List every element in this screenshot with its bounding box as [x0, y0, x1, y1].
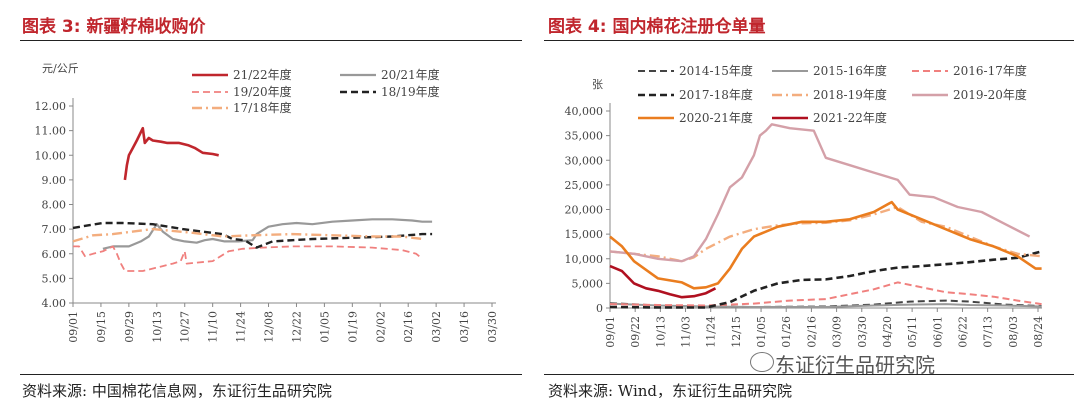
x-tick-label: 09/22: [629, 316, 642, 348]
legend-label-2: 2016-17年度: [953, 63, 1027, 78]
legend-label-4: 17/18年度: [233, 100, 292, 115]
series-line-3: [609, 250, 1042, 309]
right-title-divider: [544, 40, 1074, 41]
right-chart-source: 资料来源: Wind，东证衍生品研究院: [548, 382, 793, 400]
x-tick-label: 09/29: [123, 311, 136, 343]
series-line-6: [609, 200, 1042, 290]
series-line-7: [609, 264, 717, 299]
right-chart-title: 图表 4: 国内棉花注册仓单量: [548, 17, 766, 37]
x-tick-label: 11/24: [235, 311, 248, 343]
x-tick-label: 12/08: [263, 311, 276, 343]
watermark-text: 东证衍生品研究院: [775, 353, 935, 377]
x-tick-label: 02/02: [374, 311, 387, 343]
y-tick-label: 12.00: [35, 100, 67, 113]
x-tick-label: 05/11: [906, 316, 919, 348]
left-chart-svg: 元/公斤 4.00 5.00 6.00 7.00 8.00 9.00 10.00 11.00 12…: [35, 62, 500, 343]
right-chart-svg: 张 0 5,000 10,000 15,000 20,000 25,000 30,000 35,…: [565, 63, 1046, 348]
y-tick-label: 8.00: [42, 199, 67, 212]
x-tick-label: 02/16: [805, 316, 818, 348]
y-tick-label: 5.00: [42, 272, 67, 285]
x-tick-label: 02/16: [402, 311, 415, 343]
x-tick-label: 01/19: [346, 311, 359, 343]
x-tick-label: 03/30: [856, 316, 869, 348]
wechat-icon: [750, 352, 774, 372]
legend-label-3: 2017-18年度: [679, 87, 753, 102]
legend-label-2: 19/20年度: [233, 84, 292, 99]
y-tick-label: 15,000: [565, 228, 604, 241]
y-tick-label: 4.00: [42, 297, 67, 310]
series-line-0: [123, 126, 219, 181]
x-tick-label: 12/15: [730, 316, 743, 348]
x-tick-label: 03/02: [430, 311, 443, 343]
series-line-2: [73, 245, 423, 272]
x-tick-label: 03/30: [486, 311, 499, 343]
y-tick-label: 10.00: [35, 149, 67, 162]
legend-label-5: 2019-20年度: [953, 87, 1027, 102]
y-tick-label: 6.00: [42, 248, 67, 261]
left-chart-panel: 图表 3: 新疆籽棉收购价 元/公斤 4.00 5.00 6.00 7.00 8.00 9.…: [0, 0, 530, 409]
series-line-1: [609, 302, 1042, 308]
x-tick-label: 10/13: [654, 316, 667, 348]
legend-label-3: 18/19年度: [381, 84, 440, 99]
series-line-4: [72, 227, 423, 243]
x-tick-label: 09/01: [67, 311, 80, 343]
legend-label-7: 2021-22年度: [813, 110, 887, 125]
x-tick-label: 01/05: [755, 316, 768, 348]
x-tick-label: 11/03: [680, 316, 693, 348]
y-tick-label: 35,000: [565, 130, 604, 143]
legend-label-4: 2018-19年度: [813, 87, 887, 102]
y-tick-label: 10,000: [565, 253, 604, 266]
x-tick-label: 08/24: [1032, 316, 1045, 348]
y-tick-label: 9.00: [42, 174, 67, 187]
y-tick-label: 0: [596, 302, 603, 315]
x-tick-label: 01/26: [780, 316, 793, 348]
y-tick-label: 20,000: [565, 204, 604, 217]
series-line-5: [609, 123, 1031, 263]
x-tick-label: 10/13: [151, 311, 164, 343]
y-axis-unit: 张: [592, 78, 603, 91]
x-tick-label: 03/09: [831, 316, 844, 348]
legend-label-0: 21/22年度: [233, 67, 292, 82]
legend-label-0: 2014-15年度: [679, 63, 753, 78]
x-tick-label: 08/03: [1007, 316, 1020, 348]
y-tick-label: 11.00: [35, 125, 67, 138]
y-tick-label: 5,000: [572, 277, 604, 290]
series-line-1: [102, 218, 433, 250]
y-axis-unit: 元/公斤: [42, 62, 79, 75]
x-tick-label: 11/24: [705, 316, 718, 348]
x-tick-label: 06/22: [956, 316, 969, 348]
x-tick-label: 01/05: [318, 311, 331, 343]
x-tick-label: 11/10: [207, 311, 220, 343]
right-chart-panel: 图表 4: 国内棉花注册仓单量 张 0 5,000 10,000 15,000 20,00…: [540, 0, 1080, 409]
right-source-divider: [544, 374, 1074, 375]
x-tick-label: 10/27: [179, 311, 192, 343]
left-chart-title: 图表 3: 新疆籽棉收购价: [22, 17, 206, 37]
series-line-4: [609, 205, 1042, 263]
y-tick-label: 25,000: [565, 179, 604, 192]
y-tick-label: 30,000: [565, 154, 604, 167]
x-tick-label: 04/20: [881, 316, 894, 348]
x-tick-label: 06/01: [931, 316, 944, 348]
x-tick-label: 09/15: [95, 311, 108, 343]
legend-label-1: 20/21年度: [381, 67, 440, 82]
x-tick-label: 07/13: [982, 316, 995, 348]
x-tick-label: 09/01: [604, 316, 617, 348]
left-title-divider: [20, 40, 522, 41]
x-tick-label: 03/16: [458, 311, 471, 343]
x-tick-label: 12/22: [290, 311, 303, 343]
y-tick-label: 40,000: [565, 105, 604, 118]
left-chart-source: 资料来源: 中国棉花信息网，东证衍生品研究院: [22, 382, 332, 400]
legend-label-1: 2015-16年度: [813, 63, 887, 78]
y-tick-label: 7.00: [42, 223, 67, 236]
left-source-divider: [20, 374, 522, 375]
legend-label-6: 2020-21年度: [679, 110, 753, 125]
